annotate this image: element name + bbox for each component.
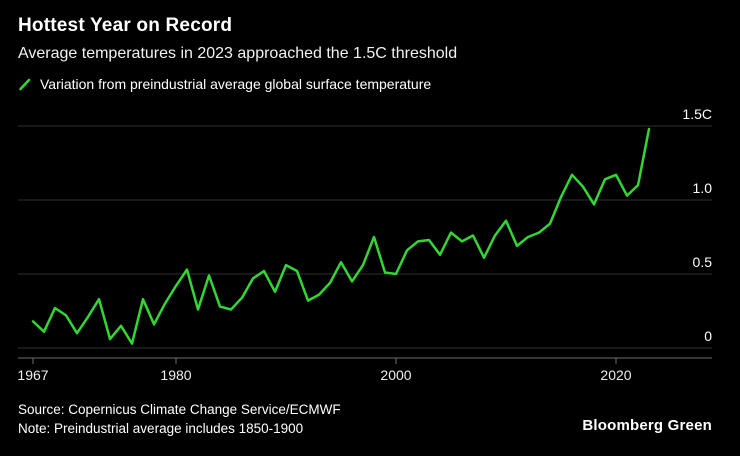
legend: Variation from preindustrial average glo… xyxy=(18,76,722,92)
y-axis-label: 0.5 xyxy=(693,254,713,270)
legend-label: Variation from preindustrial average glo… xyxy=(40,76,432,92)
x-axis-label: 1967 xyxy=(17,367,48,383)
chart-subtitle: Average temperatures in 2023 approached … xyxy=(18,45,458,62)
temperature-anomaly-line xyxy=(31,127,651,345)
y-axis-label: 1.0 xyxy=(693,180,713,196)
chart-header: Hottest Year on Record Average temperatu… xyxy=(0,0,740,92)
bloomberg-green-logo: Bloomberg Green xyxy=(582,417,712,434)
note-text: Note: Preindustrial average includes 185… xyxy=(18,421,304,436)
y-axis-label: 0 xyxy=(704,328,712,344)
source-text: Source: Copernicus Climate Change Servic… xyxy=(18,402,341,417)
y-axis-label: 1.5C xyxy=(682,106,712,122)
chart-footnotes: Source: Copernicus Climate Change Servic… xyxy=(18,400,341,438)
x-axis-label: 2000 xyxy=(380,367,411,383)
x-axis-label: 2020 xyxy=(600,367,631,383)
x-axis-label: 1980 xyxy=(160,367,191,383)
legend-line-icon xyxy=(19,78,31,90)
chart-title: Hottest Year on Record xyxy=(18,15,233,36)
